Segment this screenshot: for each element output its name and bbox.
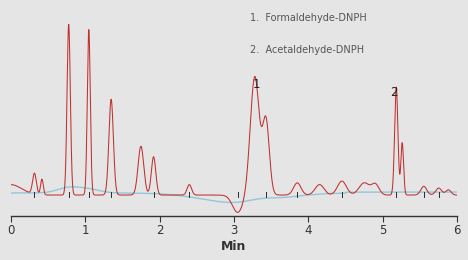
Text: 2: 2 bbox=[390, 86, 398, 99]
X-axis label: Min: Min bbox=[221, 240, 247, 253]
Text: 1: 1 bbox=[253, 77, 260, 90]
Text: 1.  Formaldehyde-DNPH: 1. Formaldehyde-DNPH bbox=[249, 13, 366, 23]
Text: 2.  Acetaldehyde-DNPH: 2. Acetaldehyde-DNPH bbox=[249, 44, 364, 55]
